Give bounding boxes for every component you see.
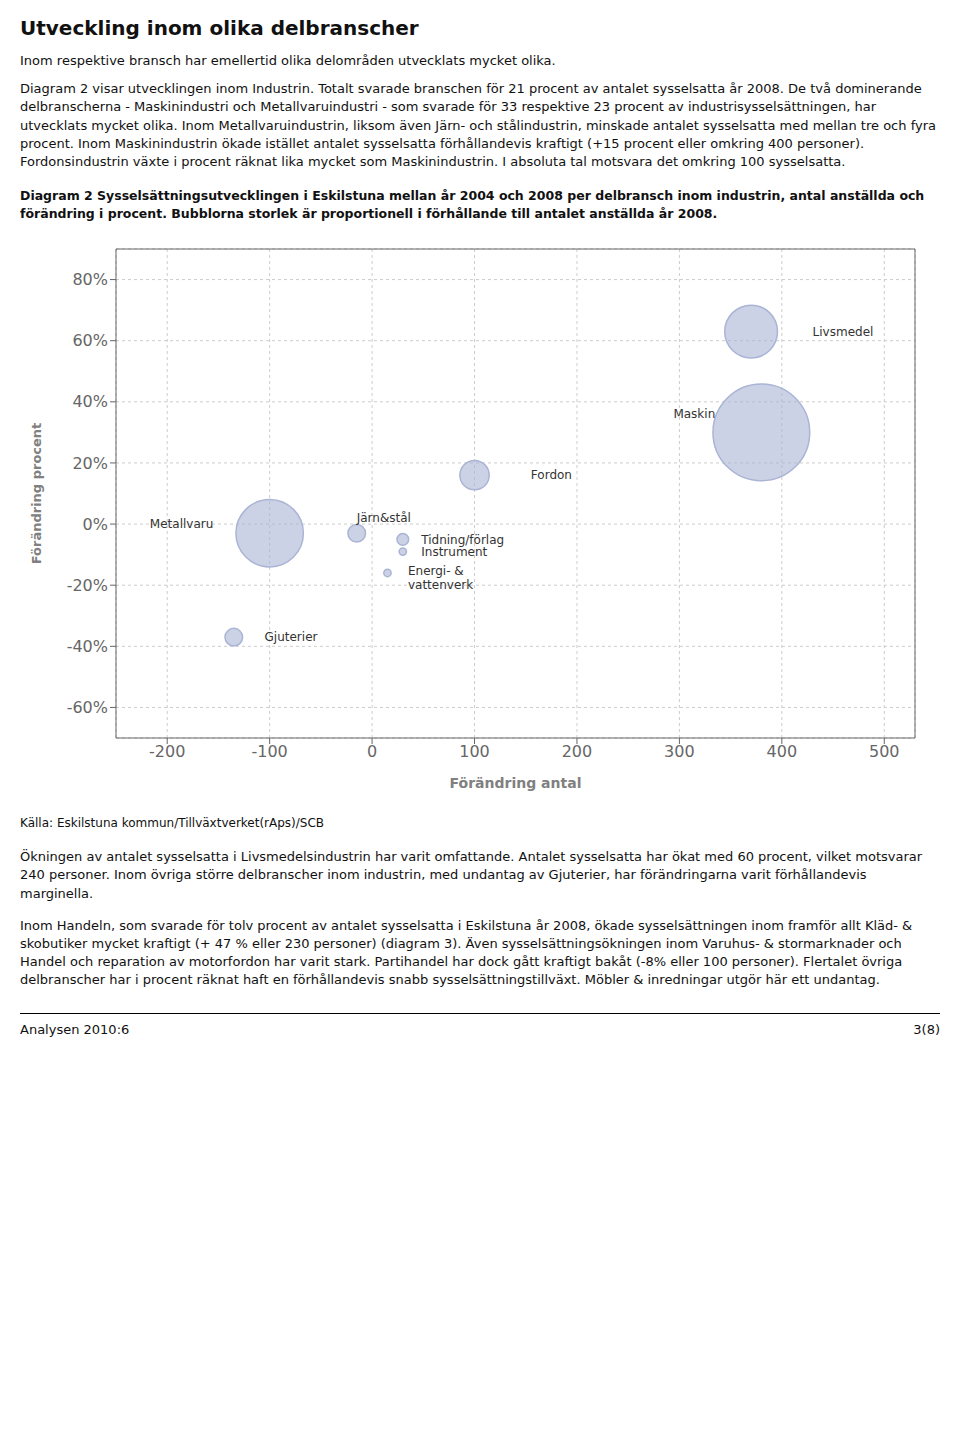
html-text:Diagram 2 Sysselsättningsutvec: Diagram 2 Sysselsättningsutvecklingen i … xyxy=(20,188,925,221)
svg-text:400: 400 xyxy=(767,742,798,761)
svg-text:300: 300 xyxy=(664,742,695,761)
svg-text:500: 500 xyxy=(869,742,900,761)
html-text:Ökningen av antalet sysselsatt: Ökningen av antalet sysselsatta i Livsme… xyxy=(20,849,923,901)
svg-text:0%: 0% xyxy=(83,515,108,534)
svg-text:Gjuterier: Gjuterier xyxy=(265,630,318,644)
svg-text:Metallvaru: Metallvaru xyxy=(150,517,213,531)
svg-text:200: 200 xyxy=(562,742,593,761)
html-text:3(8): 3(8) xyxy=(913,1022,940,1038)
svg-text:Fordon: Fordon xyxy=(531,468,572,482)
html-text:Inom Handeln, som svarade för: Inom Handeln, som svarade för tolv proce… xyxy=(20,917,913,988)
svg-text:-200: -200 xyxy=(149,742,185,761)
html-text:Källa: Eskilstuna kommun/Tillv: Källa: Eskilstuna kommun/Tillväxtverket(… xyxy=(20,816,325,831)
svg-text:-60%: -60% xyxy=(67,698,108,717)
svg-text:Livsmedel: Livsmedel xyxy=(813,325,874,339)
svg-text:0: 0 xyxy=(367,742,377,761)
svg-text:Förändring procent: Förändring procent xyxy=(29,423,44,565)
svg-text:80%: 80% xyxy=(72,270,108,289)
svg-text:-100: -100 xyxy=(251,742,287,761)
svg-text:Tidning/förlag: Tidning/förlag xyxy=(421,532,505,547)
html-text:Diagram 2 visar utvecklingen i: Diagram 2 visar utvecklingen inom Indust… xyxy=(20,81,936,169)
svg-text:-20%: -20% xyxy=(67,576,108,595)
svg-text:Järn&stål: Järn&stål xyxy=(356,511,411,525)
svg-text:40%: 40% xyxy=(72,393,108,412)
svg-text:60%: 60% xyxy=(72,331,108,350)
html-text:Inom respektive bransch har em: Inom respektive bransch har emellertid o… xyxy=(20,53,556,68)
html-text:Utveckling inom olika delbrans: Utveckling inom olika delbranscher xyxy=(20,16,419,40)
svg-text:100: 100 xyxy=(459,742,490,761)
svg-text:Maskin: Maskin xyxy=(673,407,715,421)
svg-text:-40%: -40% xyxy=(67,637,108,656)
svg-text:Energi- &vattenverk: Energi- &vattenverk xyxy=(408,564,473,592)
svg-text:Instrument: Instrument xyxy=(421,545,487,559)
svg-text:Förändring antal: Förändring antal xyxy=(450,775,582,791)
svg-text:20%: 20% xyxy=(72,454,108,473)
html-text:Analysen 2010:6: Analysen 2010:6 xyxy=(20,1022,130,1038)
